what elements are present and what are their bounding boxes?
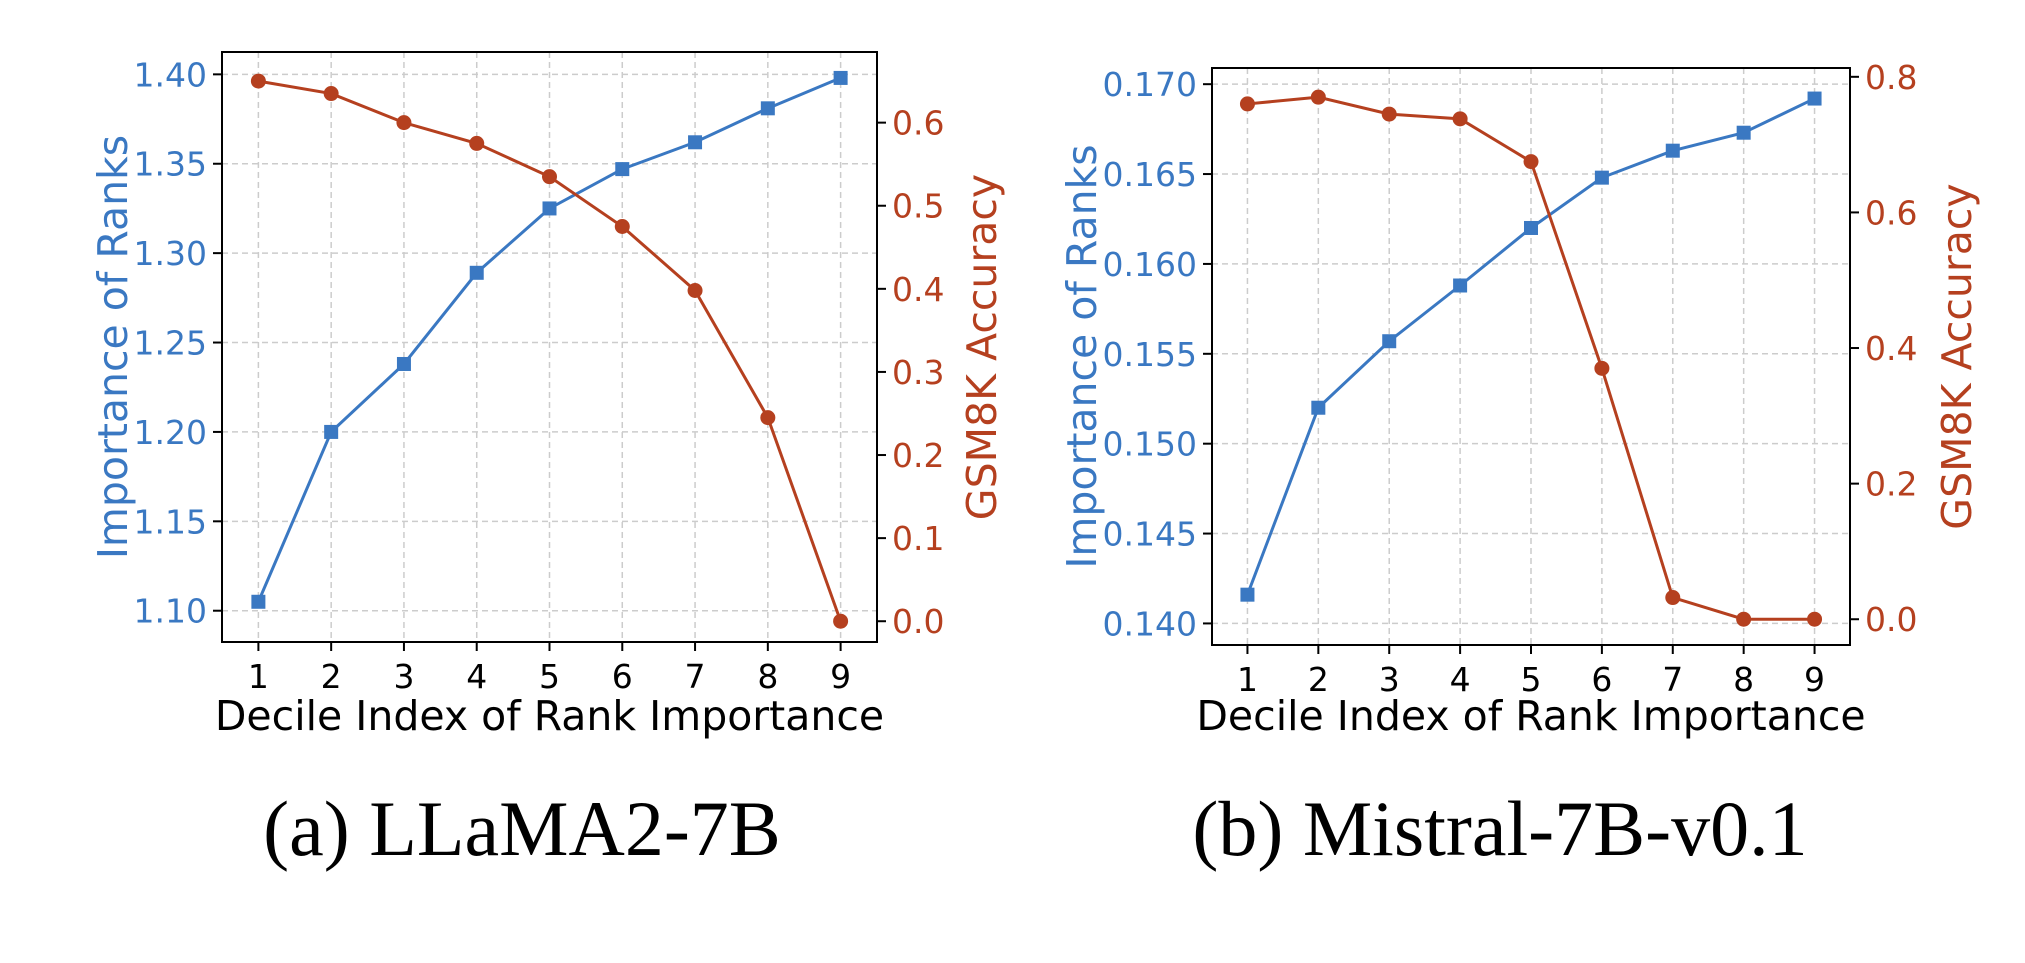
data-point-circle <box>1382 107 1397 122</box>
y-tick-label-right: 0.2 <box>1865 465 1917 504</box>
y-tick-label-left: 1.20 <box>134 413 207 452</box>
data-point-circle <box>1807 612 1822 627</box>
y-tick-label-right: 0.1 <box>892 519 944 558</box>
data-point-circle <box>833 614 848 629</box>
data-point-square <box>1453 278 1467 292</box>
y-tick-label-right: 0.8 <box>1865 58 1917 97</box>
data-point-circle <box>1665 590 1680 605</box>
x-tick-label: 5 <box>539 657 560 696</box>
y-tick-label-right: 0.4 <box>892 270 944 309</box>
data-point-square <box>1311 401 1325 415</box>
data-point-square <box>1666 144 1680 158</box>
data-point-square <box>1240 588 1254 602</box>
y-tick-label-right: 0.5 <box>892 187 944 226</box>
data-point-square <box>251 595 265 609</box>
y-tick-label-left: 1.25 <box>134 324 207 363</box>
data-point-circle <box>688 283 703 298</box>
data-point-circle <box>760 410 775 425</box>
y-axis-label-right: GSM8K Accuracy <box>958 174 1006 520</box>
data-point-square <box>1808 92 1822 106</box>
y-tick-label-left: 1.35 <box>134 145 207 184</box>
data-point-circle <box>1524 154 1539 169</box>
y-tick-label-right: 0.6 <box>1865 193 1917 232</box>
data-point-circle <box>1736 612 1751 627</box>
x-tick-label: 6 <box>612 657 633 696</box>
data-point-circle <box>1453 111 1468 126</box>
data-point-square <box>834 71 848 85</box>
y-tick-label-left: 1.10 <box>134 592 207 631</box>
data-point-circle <box>469 136 484 151</box>
y-tick-label-left: 0.150 <box>1103 425 1197 464</box>
x-tick-label: 1 <box>248 657 269 696</box>
x-tick-label: 9 <box>830 657 851 696</box>
data-point-circle <box>396 115 411 130</box>
data-point-square <box>761 101 775 115</box>
x-tick-label: 8 <box>757 657 778 696</box>
y-tick-label-left: 1.40 <box>134 55 207 94</box>
y-tick-label-left: 0.140 <box>1103 604 1197 643</box>
data-point-circle <box>251 74 266 89</box>
data-point-square <box>1595 171 1609 185</box>
data-point-square <box>688 135 702 149</box>
figure: 1 2 3 4 5 6 7 8 9 1.10 1.15 1.20 1.25 1.30 1.35 1.40 0.0… <box>0 0 2025 963</box>
data-point-square <box>1737 126 1751 140</box>
x-tick-label: 4 <box>466 657 487 696</box>
y-axis-label-left: Importance of Ranks <box>89 135 137 559</box>
y-tick-label-left: 1.15 <box>134 502 207 541</box>
data-point-circle <box>615 219 630 234</box>
y-tick-label-left: 1.30 <box>134 234 207 273</box>
data-point-square <box>543 201 557 215</box>
y-tick-label-left: 0.145 <box>1103 515 1197 554</box>
y-tick-label-right: 0.2 <box>892 436 944 475</box>
data-point-circle <box>1311 90 1326 105</box>
data-point-square <box>324 425 338 439</box>
y-tick-label-left: 0.155 <box>1103 335 1197 374</box>
y-axis-label-right: GSM8K Accuracy <box>1933 183 1981 529</box>
x-tick-label: 7 <box>685 657 706 696</box>
y-tick-label-left: 0.160 <box>1103 245 1197 284</box>
x-axis-label: Decile Index of Rank Importance <box>215 692 884 740</box>
panel-caption: (a) LLaMA2-7B <box>263 785 781 872</box>
y-tick-label-left: 0.170 <box>1103 65 1197 104</box>
data-point-square <box>470 266 484 280</box>
data-point-circle <box>1594 361 1609 376</box>
y-tick-label-right: 0.0 <box>1865 600 1917 639</box>
panel-caption: (b) Mistral-7B-v0.1 <box>1192 785 1807 872</box>
data-point-circle <box>324 86 339 101</box>
data-point-square <box>1524 221 1538 235</box>
x-tick-label: 3 <box>393 657 414 696</box>
x-axis-label: Decile Index of Rank Importance <box>1196 692 1865 740</box>
y-tick-label-left: 0.165 <box>1103 155 1197 194</box>
y-tick-label-right: 0.4 <box>1865 329 1917 368</box>
y-tick-label-right: 0.6 <box>892 104 944 143</box>
data-point-square <box>1382 334 1396 348</box>
data-point-circle <box>1240 96 1255 111</box>
y-tick-label-right: 0.3 <box>892 353 944 392</box>
data-point-square <box>615 162 629 176</box>
y-tick-label-right: 0.0 <box>892 602 944 641</box>
data-point-square <box>397 357 411 371</box>
data-point-circle <box>542 169 557 184</box>
x-tick-label: 2 <box>321 657 342 696</box>
y-axis-label-left: Importance of Ranks <box>1058 144 1106 568</box>
